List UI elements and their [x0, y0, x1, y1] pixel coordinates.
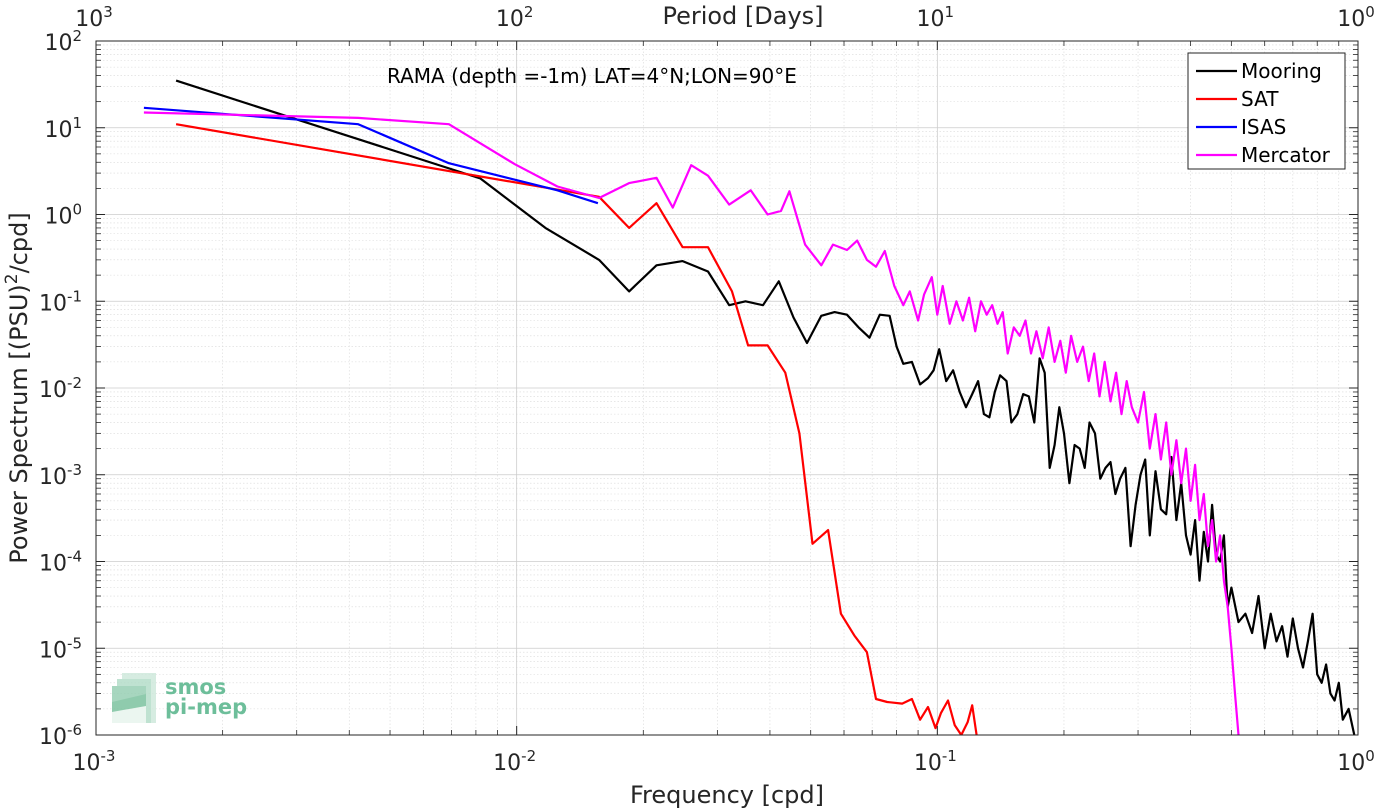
- legend-box: [1187, 52, 1346, 170]
- x-axis-title: Frequency [cpd]: [630, 781, 824, 809]
- y-tick-labels: 10-6 10-5 10-4 10-3 10-2 10-1 100 101 102: [39, 27, 82, 750]
- x-tick-label: 10-1: [914, 747, 957, 776]
- y-tick-label: 100: [44, 201, 82, 230]
- logo-text-smos: smos: [165, 675, 226, 699]
- series-line-isas: [143, 106, 599, 205]
- legend: Mooring SAT ISAS Mercator: [1187, 52, 1346, 170]
- chart-annotation: RAMA (depth =-1m) LAT=4°N;LON=90°E: [387, 64, 797, 88]
- y-tick-label: 101: [44, 114, 82, 143]
- x-tick-label: 10-2: [493, 747, 536, 776]
- y-tick-label: 10-5: [39, 634, 82, 663]
- x2-tick-label: 101: [917, 3, 955, 32]
- logo-text-pi-mep: pi-mep: [165, 695, 247, 719]
- y-tick-label: 102: [44, 27, 82, 56]
- x-tick-label: 10-3: [73, 747, 116, 776]
- series-line-mooring: [175, 79, 1356, 735]
- legend-items: Mooring SAT ISAS Mercator: [1196, 59, 1331, 167]
- axis-ticks: [95, 40, 1359, 736]
- legend-label-mooring: Mooring: [1241, 59, 1322, 83]
- x2-tick-labels: 103 102 101 100: [75, 3, 1375, 32]
- y-tick-label: 10-4: [39, 548, 82, 577]
- x-tick-labels: 10-3 10-2 10-1 100: [73, 747, 1375, 776]
- y-tick-label: 10-3: [39, 461, 82, 490]
- y-tick-label: 10-2: [39, 374, 82, 403]
- y-tick-label: 10-6: [39, 721, 82, 750]
- x2-axis-title: Period [Days]: [662, 2, 823, 30]
- logo-mark: [112, 673, 156, 723]
- legend-label-isas: ISAS: [1241, 115, 1286, 139]
- series-layer: [143, 79, 1356, 735]
- smos-pi-mep-logo: smos pi-mep: [112, 673, 247, 723]
- legend-label-sat: SAT: [1241, 87, 1279, 111]
- series-line-sat: [175, 123, 978, 735]
- y-tick-label: 10-1: [39, 287, 82, 316]
- x2-tick-label: 100: [1337, 3, 1375, 32]
- x-tick-label: 100: [1337, 747, 1375, 776]
- series-line-mercator: [143, 111, 1240, 735]
- y-axis-title: Power Spectrum [(PSU)2/cpd]: [2, 212, 33, 563]
- x2-tick-label: 102: [496, 3, 534, 32]
- legend-label-mercator: Mercator: [1241, 143, 1331, 167]
- x2-tick-label: 103: [75, 3, 113, 32]
